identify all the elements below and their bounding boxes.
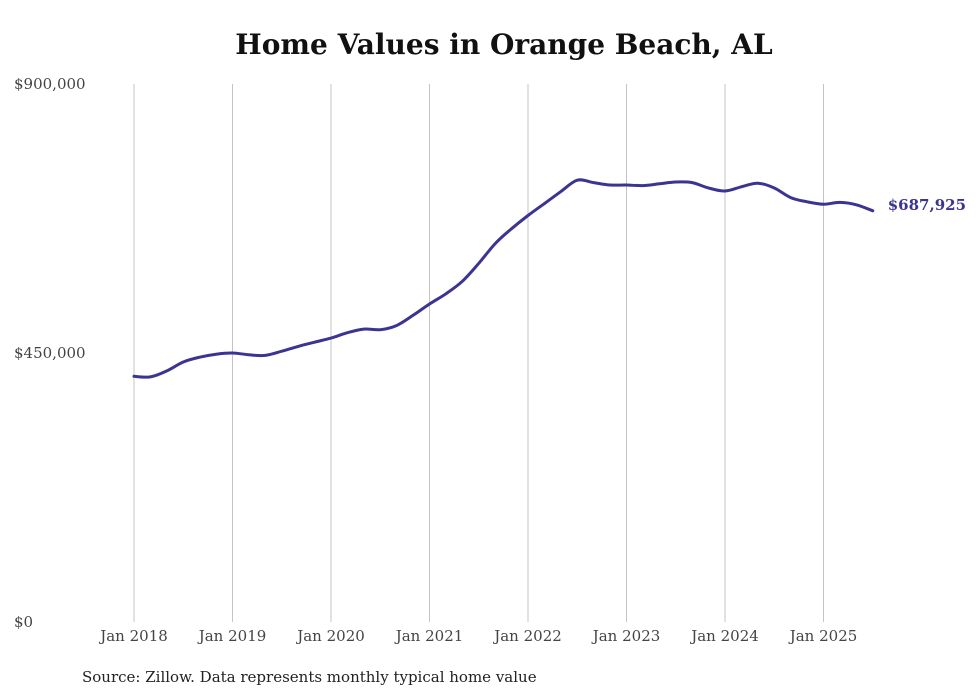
end-value-label: $687,925: [888, 196, 966, 214]
x-tick-label-2024: Jan 2024: [689, 627, 759, 645]
x-tick-label-2025: Jan 2025: [788, 627, 858, 645]
x-tick-label-2022: Jan 2022: [492, 627, 562, 645]
x-tick-label-2021: Jan 2021: [394, 627, 464, 645]
chart-title: Home Values in Orange Beach, AL: [235, 28, 773, 61]
home-value-line: [132, 178, 875, 379]
x-tick-label-2019: Jan 2019: [197, 627, 267, 645]
x-tick-label-2018: Jan 2018: [98, 627, 168, 645]
y-tick-label-0: $0: [14, 613, 33, 631]
x-tick-label-2023: Jan 2023: [591, 627, 661, 645]
x-tick-label-2020: Jan 2020: [295, 627, 365, 645]
y-tick-label-900000: $900,000: [14, 75, 86, 93]
source-note: Source: Zillow. Data represents monthly …: [82, 668, 537, 686]
y-tick-label-450000: $450,000: [14, 344, 86, 362]
